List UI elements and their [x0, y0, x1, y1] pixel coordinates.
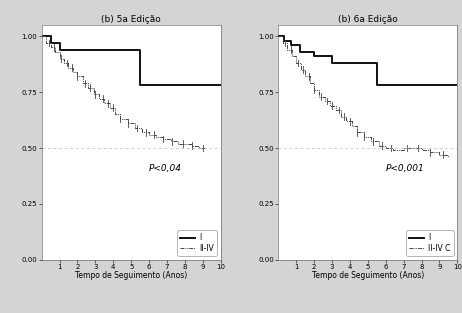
- Text: P<0,001: P<0,001: [386, 164, 425, 172]
- Legend: I, II-IV: I, II-IV: [177, 230, 217, 256]
- Legend: I, II-IV C: I, II-IV C: [406, 230, 454, 256]
- X-axis label: Tempo de Seguimento (Anos): Tempo de Seguimento (Anos): [312, 271, 424, 280]
- X-axis label: Tempo de Seguimento (Anos): Tempo de Seguimento (Anos): [75, 271, 187, 280]
- Title: (b) 6a Edição: (b) 6a Edição: [338, 15, 398, 24]
- Title: (b) 5a Edição: (b) 5a Edição: [101, 15, 161, 24]
- Text: P<0,04: P<0,04: [149, 164, 182, 172]
